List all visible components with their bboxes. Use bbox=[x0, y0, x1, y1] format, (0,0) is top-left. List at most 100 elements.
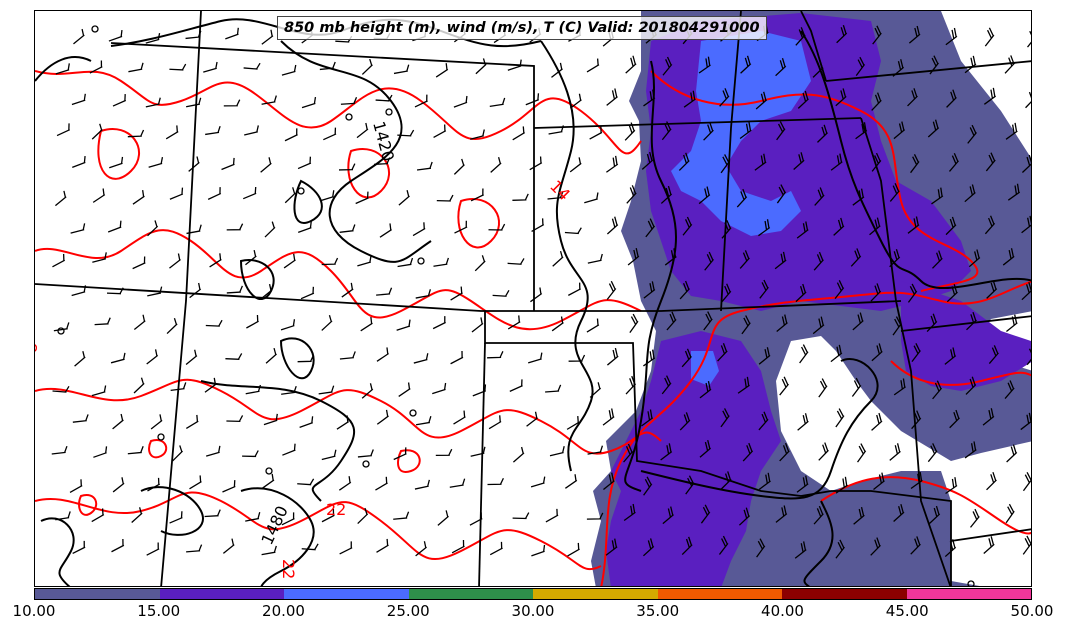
wind-barb bbox=[643, 349, 656, 367]
wind-barb bbox=[412, 222, 426, 237]
wind-barb bbox=[166, 317, 178, 335]
wind-barb bbox=[226, 285, 243, 294]
wind-barb bbox=[643, 476, 653, 496]
colorbar-tick-label: 50.00 bbox=[1010, 602, 1054, 620]
map-panel: 1420 1480 14 22 22 8 bbox=[34, 10, 1032, 587]
height-contour bbox=[200, 380, 356, 502]
wind-barb bbox=[507, 315, 521, 330]
wind-barb bbox=[835, 88, 847, 107]
height-contour bbox=[803, 500, 834, 586]
wind-barb bbox=[225, 353, 243, 360]
wind-barb bbox=[432, 382, 447, 395]
wind-barb bbox=[605, 538, 618, 556]
wind-barb bbox=[91, 508, 105, 523]
wind-barb bbox=[300, 286, 315, 300]
wind-barb bbox=[297, 156, 312, 170]
wind-barb bbox=[487, 351, 504, 359]
wind-barb bbox=[944, 347, 957, 365]
wind-barb bbox=[1022, 535, 1031, 555]
wind-barb bbox=[226, 223, 244, 231]
wind-barb bbox=[261, 545, 277, 556]
wind-barb bbox=[470, 446, 486, 457]
wind-barb bbox=[107, 220, 122, 233]
wind-barb bbox=[629, 313, 639, 333]
wind-barb bbox=[795, 283, 807, 303]
wind-barb bbox=[375, 476, 388, 491]
state-border bbox=[110, 42, 535, 311]
wind-barb bbox=[932, 250, 943, 269]
wind-barb bbox=[490, 157, 502, 173]
wind-barb bbox=[982, 408, 995, 426]
wind-barb bbox=[396, 319, 411, 331]
wind-barb bbox=[436, 194, 454, 202]
wind-barb bbox=[56, 123, 71, 137]
wind-barb bbox=[812, 316, 825, 335]
wind-barb bbox=[717, 343, 728, 362]
wind-barb bbox=[357, 449, 374, 458]
wind-barb bbox=[664, 248, 677, 266]
wind-barb bbox=[453, 410, 466, 425]
wind-barb bbox=[1020, 412, 1031, 431]
wind-barb bbox=[72, 156, 86, 169]
wind-barb bbox=[907, 88, 918, 107]
wind-barb bbox=[932, 380, 943, 400]
map-title: 850 mb height (m), wind (m/s), T (C) Val… bbox=[277, 16, 767, 40]
wind-barb bbox=[376, 347, 389, 362]
wind-barb bbox=[758, 219, 771, 237]
wind-barb bbox=[931, 187, 944, 205]
wind-barb bbox=[393, 64, 410, 75]
wind-barb bbox=[52, 253, 66, 268]
wind-barb bbox=[74, 351, 86, 367]
temp-contour bbox=[347, 148, 391, 199]
wind-barb bbox=[489, 541, 503, 556]
wind-barb bbox=[92, 188, 106, 203]
wind-barb bbox=[564, 474, 578, 489]
wind-barb bbox=[415, 289, 431, 299]
calm-wind-circle bbox=[409, 409, 417, 417]
wind-barb bbox=[244, 125, 259, 136]
wind-barb bbox=[260, 157, 272, 173]
wind-barb bbox=[776, 184, 787, 204]
wind-barb bbox=[373, 157, 391, 166]
wind-barb bbox=[892, 316, 902, 336]
wind-barb bbox=[795, 27, 806, 46]
wind-barb bbox=[643, 281, 656, 299]
wind-barb bbox=[721, 219, 732, 239]
wind-barb bbox=[813, 251, 824, 271]
shading-15-20-east bbox=[901, 281, 1031, 391]
wind-barb bbox=[474, 255, 486, 272]
wind-barb bbox=[93, 446, 108, 458]
wind-barb bbox=[94, 317, 111, 326]
wind-barb bbox=[393, 511, 410, 520]
wind-barb bbox=[263, 413, 278, 426]
wind-barb bbox=[779, 442, 790, 462]
height-contour bbox=[40, 517, 75, 586]
wind-barb bbox=[552, 250, 564, 267]
wind-barb bbox=[132, 256, 146, 270]
wind-barb bbox=[433, 124, 447, 139]
wind-barb bbox=[945, 477, 958, 495]
wind-barb bbox=[54, 190, 67, 207]
wind-barb bbox=[283, 253, 296, 269]
wind-barb bbox=[719, 88, 730, 107]
wind-barb bbox=[393, 447, 407, 461]
state-border bbox=[35, 283, 902, 312]
wind-barb bbox=[587, 445, 604, 455]
wind-barb bbox=[131, 507, 143, 523]
wind-barb bbox=[774, 251, 787, 270]
wind-barb bbox=[721, 283, 732, 303]
temp-contour bbox=[97, 128, 141, 180]
wind-barb bbox=[872, 25, 882, 45]
wind-barb bbox=[52, 386, 70, 393]
wind-barb bbox=[262, 473, 275, 489]
temp-contour bbox=[890, 360, 1031, 386]
wind-barb bbox=[454, 220, 468, 234]
wind-barb bbox=[857, 443, 867, 463]
wind-barb bbox=[852, 188, 865, 206]
wind-barb bbox=[1005, 503, 1015, 524]
wind-barb bbox=[470, 129, 485, 140]
wind-barb bbox=[1007, 183, 1021, 201]
wind-barb bbox=[965, 376, 977, 395]
wind-barb bbox=[927, 443, 938, 463]
wind-barb bbox=[948, 153, 960, 172]
